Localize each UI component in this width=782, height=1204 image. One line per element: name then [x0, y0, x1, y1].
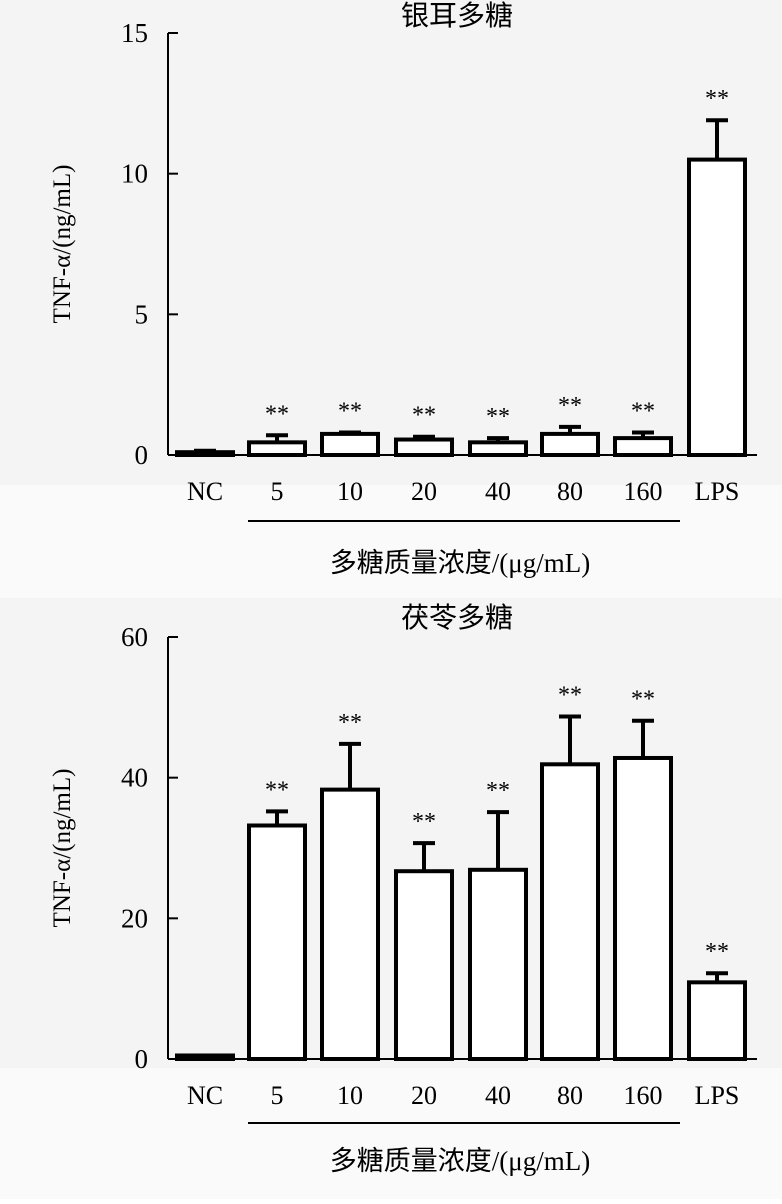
x-axis-label: 多糖质量浓度/(μg/mL) [330, 548, 590, 578]
x-tick-label: LPS [695, 1081, 740, 1110]
y-tick-label: 5 [135, 299, 149, 329]
significance-label: ** [631, 687, 655, 713]
x-tick-label: 10 [337, 1081, 363, 1110]
bar [468, 867, 528, 1062]
significance-label: ** [705, 86, 729, 112]
x-tick-label: 160 [624, 1081, 663, 1110]
significance-label: ** [338, 398, 362, 424]
bar [687, 157, 747, 457]
y-tick-label: 20 [121, 903, 148, 933]
panel-background [0, 0, 782, 485]
bar [247, 823, 307, 1062]
significance-label: ** [412, 403, 436, 429]
significance-label: ** [631, 398, 655, 424]
bar [613, 436, 673, 457]
x-tick-label: 10 [337, 477, 363, 506]
significance-label: ** [558, 393, 582, 419]
bar [540, 431, 600, 457]
bar [394, 869, 454, 1062]
bar [394, 437, 454, 458]
bar [687, 980, 747, 1061]
y-tick-label: 60 [121, 622, 148, 652]
bar [468, 440, 528, 457]
x-tick-label: LPS [695, 477, 740, 506]
bar [247, 440, 307, 457]
x-tick-label: 5 [271, 477, 284, 506]
x-tick-label: 20 [411, 1081, 437, 1110]
significance-label: ** [338, 710, 362, 736]
x-tick-label: 40 [485, 477, 511, 506]
chart-title: 茯苓多糖 [401, 602, 513, 634]
significance-label: ** [705, 939, 729, 965]
y-tick-label: 0 [135, 440, 149, 470]
y-tick-label: 15 [121, 18, 148, 48]
y-tick-label: 10 [121, 159, 148, 189]
y-axis-label: TNF-α/(ng/mL) [49, 769, 76, 928]
x-tick-label: 20 [411, 477, 437, 506]
significance-label: ** [486, 404, 510, 430]
significance-label: ** [412, 809, 436, 835]
x-tick-label: 5 [271, 1081, 284, 1110]
x-tick-label: NC [187, 477, 223, 506]
significance-label: ** [265, 777, 289, 803]
x-tick-label: 80 [557, 1081, 583, 1110]
y-tick-label: 40 [121, 763, 148, 793]
bar [175, 450, 235, 458]
significance-label: ** [265, 401, 289, 427]
x-tick-label: 160 [624, 477, 663, 506]
x-tick-label: 80 [557, 477, 583, 506]
y-axis-label: TNF-α/(ng/mL) [49, 165, 76, 324]
x-axis-label: 多糖质量浓度/(μg/mL) [330, 1146, 590, 1176]
bar [175, 1053, 235, 1061]
bar [320, 787, 380, 1062]
bar [540, 762, 600, 1061]
bar [613, 755, 673, 1061]
bar [320, 431, 380, 457]
y-tick-label: 0 [135, 1044, 149, 1074]
significance-label: ** [558, 682, 582, 708]
x-tick-label: 40 [485, 1081, 511, 1110]
chart-title: 银耳多糖 [401, 0, 513, 32]
x-tick-label: NC [187, 1081, 223, 1110]
significance-label: ** [486, 778, 510, 804]
